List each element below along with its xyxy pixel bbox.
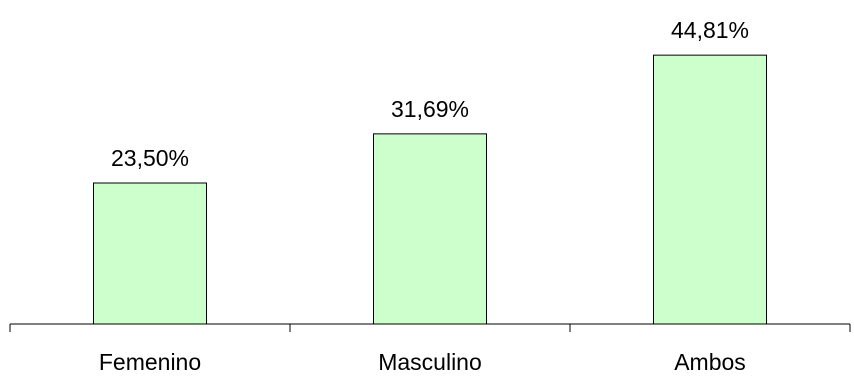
bar-masculino (373, 133, 487, 325)
bar-femenino (93, 182, 207, 325)
data-label-ambos: 44,81% (671, 17, 749, 43)
x-tick-label-masculino: Masculino (378, 349, 482, 375)
data-label-masculino: 31,69% (391, 96, 469, 122)
bars-layer (93, 54, 767, 325)
x-axis (9, 323, 851, 332)
data-label-femenino: 23,50% (111, 145, 189, 171)
x-tick-label-femenino: Femenino (99, 349, 201, 375)
bar-ambos (653, 54, 767, 325)
x-tick-label-ambos: Ambos (674, 349, 746, 375)
labels-layer: 23,50% Femenino 31,69% Masculino 44,81% Ambos (99, 17, 749, 375)
